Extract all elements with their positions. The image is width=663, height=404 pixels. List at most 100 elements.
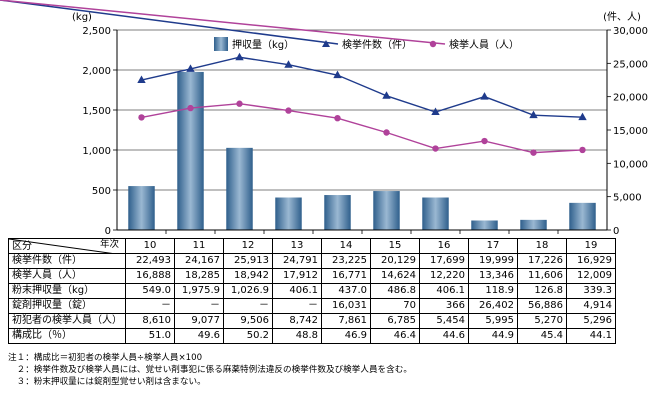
table-cell: 16,771 <box>321 268 371 284</box>
table-cell: 45.4 <box>517 328 567 344</box>
table-cell: 5,296 <box>566 313 616 329</box>
legend-line-persons <box>0 0 446 45</box>
table-cell: － <box>223 298 273 314</box>
right-tick-label: 10,000 <box>613 159 648 170</box>
year-header: 19 <box>566 238 616 254</box>
year-header: 13 <box>272 238 322 254</box>
corner-label-year: 年次 <box>99 239 119 251</box>
bar-15 <box>373 191 400 230</box>
point-persons-15 <box>383 129 390 136</box>
right-tick-label: 30,000 <box>613 26 648 37</box>
point-persons-14 <box>334 114 341 122</box>
point-persons-18 <box>530 149 537 156</box>
table-cell: 549.0 <box>125 283 175 299</box>
bar-10 <box>128 186 155 230</box>
legend-label-cases: 検挙件数（件） <box>342 38 412 51</box>
legend-label-bars: 押収量（kg） <box>232 38 294 51</box>
point-persons-13 <box>285 107 292 114</box>
point-cases-14 <box>333 70 342 79</box>
right-tick-label: 20,000 <box>613 93 648 104</box>
table-cell: 25,913 <box>223 253 273 269</box>
footnote-2: ２：検挙件数及び検挙人員には、覚せい剤事犯に係る麻薬特例法違反の検挙件数及び検挙… <box>8 365 412 375</box>
year-header: 12 <box>223 238 273 254</box>
table-cell: 11,606 <box>517 268 567 284</box>
table-cell: 49.6 <box>174 328 224 344</box>
bar-19 <box>569 202 596 230</box>
table-cell: 9,077 <box>174 313 224 329</box>
table-cell: － <box>174 298 224 314</box>
footnotes: 注１：構成比＝初犯者の検挙人員÷検挙人員×100 ２：検挙件数及び検挙人員には、… <box>8 352 412 388</box>
legend-marker-circle-icon <box>429 40 437 48</box>
left-tick-label: 1,000 <box>82 146 111 157</box>
table-cell: 17,226 <box>517 253 567 269</box>
table-cell: 24,167 <box>174 253 224 269</box>
point-persons-10 <box>138 114 145 121</box>
point-cases-17 <box>480 92 489 100</box>
point-cases-18 <box>529 110 538 119</box>
table-cell: 406.1 <box>272 283 322 299</box>
table-cell: 8,610 <box>125 313 175 329</box>
table-row: 初犯者の検挙人員（人） 8,610 9,077 9,506 8,742 7,861 6,78… <box>8 313 616 329</box>
legend-marker-triangle-icon <box>322 40 330 47</box>
bar-13 <box>275 197 302 230</box>
right-axis-unit: (件、人) <box>603 11 641 23</box>
right-tick-label: 0 <box>613 226 619 237</box>
table-cell: 5,995 <box>468 313 518 329</box>
year-header: 17 <box>468 238 518 254</box>
legend-label-persons: 検挙人員（人） <box>449 38 519 51</box>
row-label: 初犯者の検挙人員（人） <box>8 313 126 329</box>
point-persons-16 <box>432 145 439 152</box>
table-cell: 12,009 <box>566 268 616 284</box>
point-cases-10 <box>137 75 146 84</box>
point-persons-11 <box>187 104 194 112</box>
table-cell: 50.2 <box>223 328 273 344</box>
table-cell: 16,031 <box>321 298 371 314</box>
bar-16 <box>422 197 449 230</box>
point-cases-16 <box>431 107 440 116</box>
point-cases-15 <box>382 91 391 99</box>
left-tick-label: 500 <box>92 186 111 197</box>
row-label: 検挙人員（人） <box>8 268 126 284</box>
table-row: 検挙人員（人） 16,888 18,285 18,942 17,912 16,771 14,… <box>8 268 616 284</box>
table-cell: 8,742 <box>272 313 322 329</box>
table-cell: 118.9 <box>468 283 518 299</box>
table-cell: 23,225 <box>321 253 371 269</box>
table-cell: 19,999 <box>468 253 518 269</box>
table-cell: 7,861 <box>321 313 371 329</box>
combo-chart: (kg) (件、人) 0 500 1,000 1,500 2,000 2,500 0 5,00… <box>0 0 648 237</box>
table-cell: 51.0 <box>125 328 175 344</box>
table-cell: 46.9 <box>321 328 371 344</box>
left-tick-label: 2,500 <box>82 26 111 37</box>
table-cell: 486.8 <box>370 283 420 299</box>
table-cell: 17,699 <box>419 253 469 269</box>
table-cell: 18,942 <box>223 268 273 284</box>
table-cell: － <box>272 298 322 314</box>
table-cell: 13,346 <box>468 268 518 284</box>
table-cell: 44.9 <box>468 328 518 344</box>
year-header: 11 <box>174 238 224 254</box>
table-cell: 366 <box>419 298 469 314</box>
point-cases-11 <box>186 64 195 72</box>
row-label: 検挙件数（件） <box>8 253 126 269</box>
table-cell: 14,624 <box>370 268 420 284</box>
row-label: 錠剤押収量（錠） <box>8 298 126 314</box>
table-cell: 44.1 <box>566 328 616 344</box>
table-cell: 44.6 <box>419 328 469 344</box>
bar-11 <box>177 71 204 230</box>
year-header: 10 <box>125 238 175 254</box>
point-persons-19 <box>579 146 586 154</box>
table-row: 検挙件数（件） 22,493 24,167 25,913 24,791 23,225 20,… <box>8 253 616 269</box>
table-cell: 1,975.9 <box>174 283 224 299</box>
row-label: 構成比（％） <box>8 328 126 344</box>
table-cell: 5,454 <box>419 313 469 329</box>
table-cell: 46.4 <box>370 328 420 344</box>
table-cell: 26,402 <box>468 298 518 314</box>
table-cell: 56,886 <box>517 298 567 314</box>
right-tick-label: 15,000 <box>613 126 648 137</box>
data-table: 年次 区分 10 11 12 13 14 15 16 17 18 19 検挙件数（件） 22,493… <box>8 238 616 344</box>
table-cell: 16,929 <box>566 253 616 269</box>
table-cell: 20,129 <box>370 253 420 269</box>
left-axis-unit: (kg) <box>72 12 92 23</box>
table-cell: 6,785 <box>370 313 420 329</box>
table-cell: 1,026.9 <box>223 283 273 299</box>
